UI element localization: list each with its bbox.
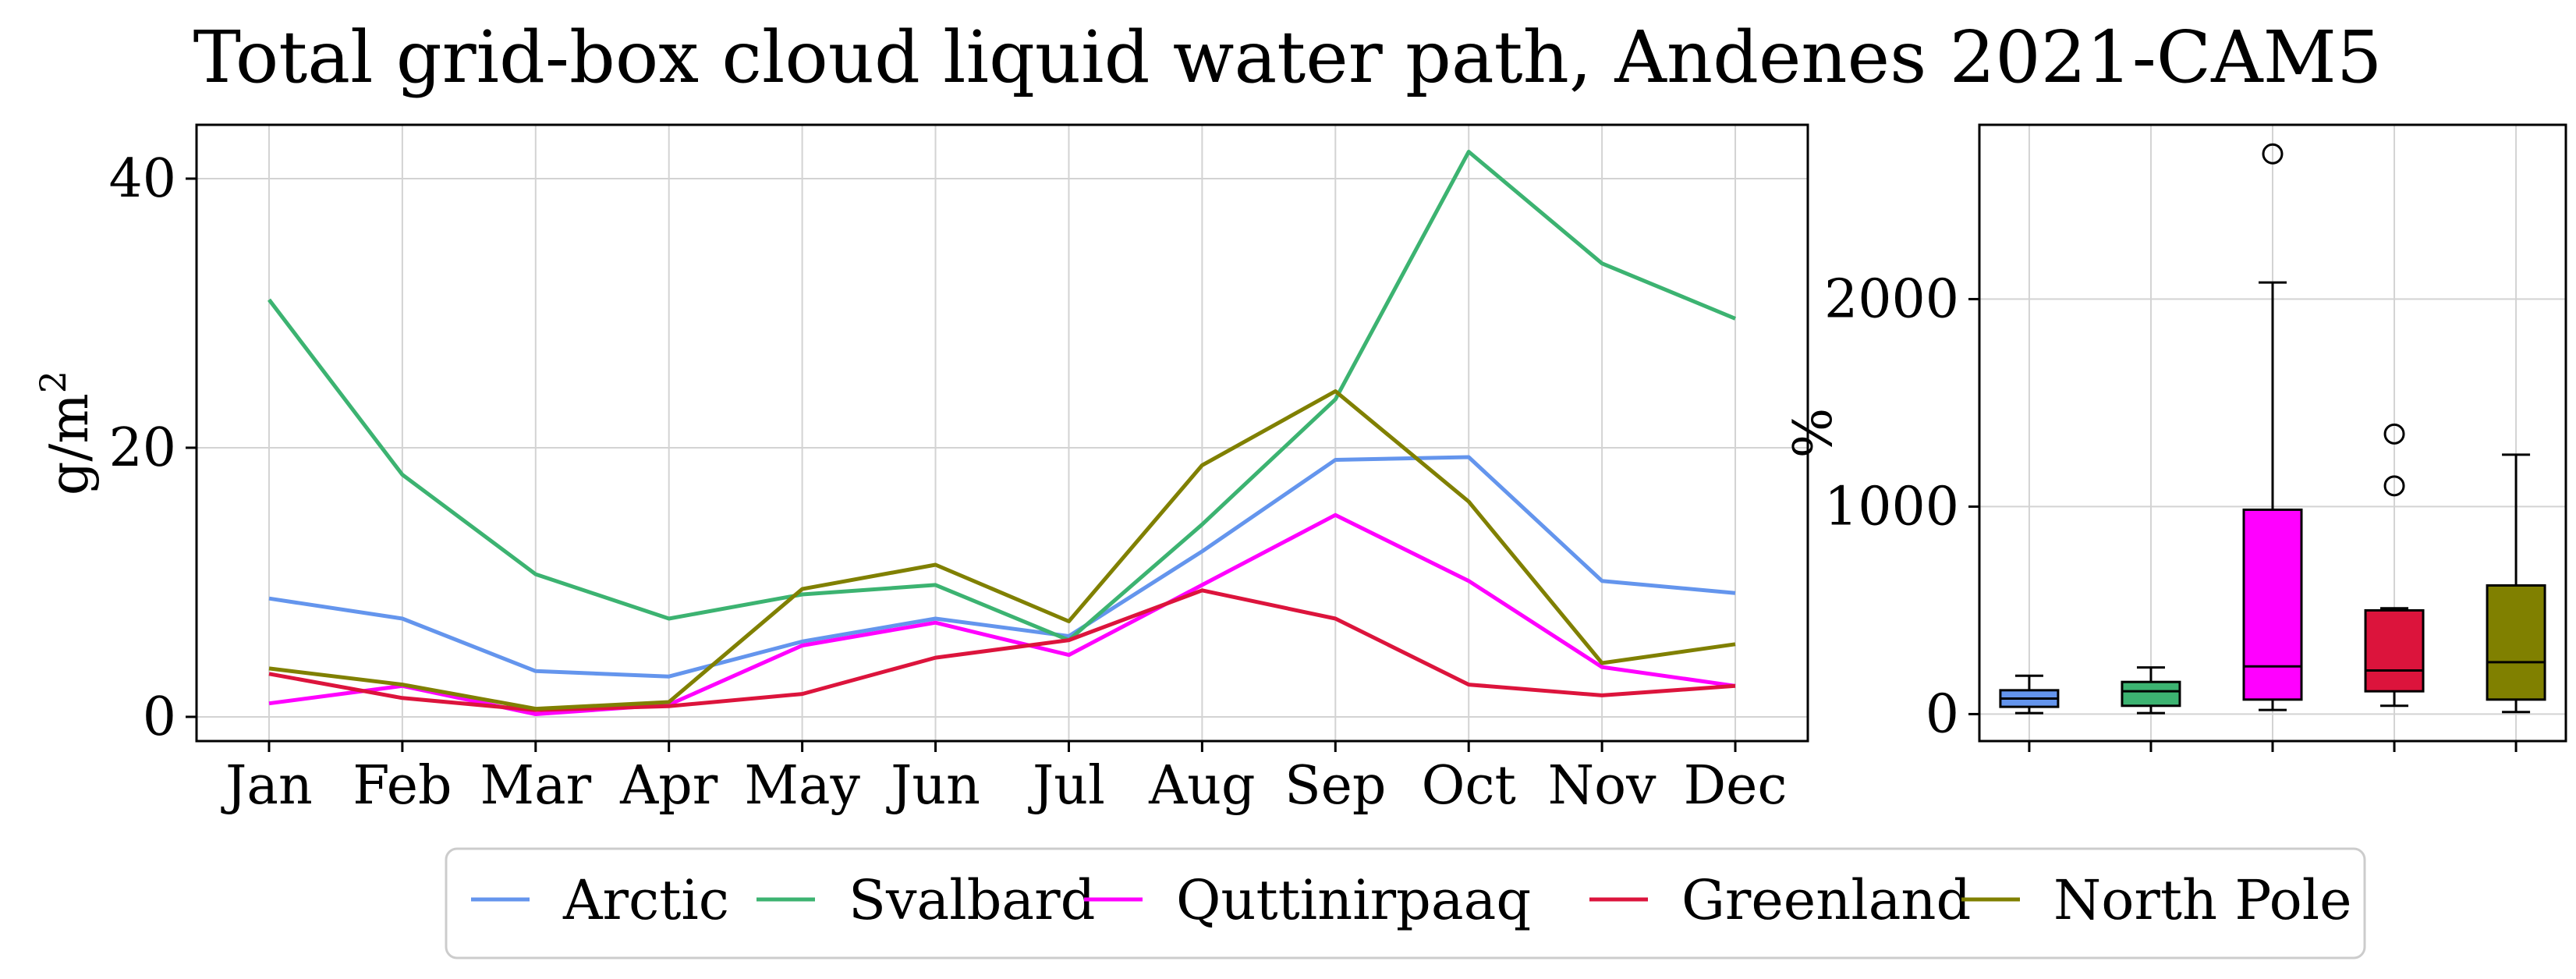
legend-entries: Arctic Svalbard Quttinirpaaq Greenland North… (471, 868, 2352, 932)
line-x-tick-label-dec: Dec (1684, 755, 1788, 817)
line-x-tick-label-nov: Nov (1548, 755, 1657, 817)
series-line-svalbard (268, 150, 1736, 643)
line-x-tick-label-jul: Jul (1028, 755, 1105, 817)
legend-item-arctic: Arctic (471, 868, 729, 932)
chart-title: Total grid-box cloud liquid water path, … (193, 16, 2383, 99)
box-body-north-pole (2486, 584, 2546, 701)
line-x-tick-label-mar: Mar (480, 755, 591, 817)
box-chart: 0 1000 2000 % (1783, 123, 2567, 752)
legend-item-north-pole: North Pole (1961, 868, 2352, 932)
line-x-tick-label-oct: Oct (1422, 755, 1516, 817)
line-series (268, 150, 1736, 716)
series-line-north-pole (268, 389, 1736, 711)
box-outlier-quttinirpaaq-1 (2262, 143, 2284, 165)
box-arctic (1999, 674, 2060, 715)
box-svalbard (2121, 666, 2181, 715)
box-north-pole (2486, 453, 2546, 714)
series-line-greenland (268, 588, 1736, 712)
box-quttinirpaaq (2242, 143, 2303, 711)
box-outlier-greenland-2 (2383, 423, 2405, 445)
line-x-tick-label-feb: Feb (353, 755, 452, 817)
legend-item-svalbard: Svalbard (757, 868, 1095, 932)
legend-frame (445, 847, 2366, 959)
box-y-tick-label-1000: 1000 (1824, 476, 1959, 537)
box-y-axis-label: % (1783, 408, 1844, 459)
line-x-tick-label-aug: Aug (1148, 755, 1255, 817)
box-axis-ticks: 0 1000 2000 (1824, 268, 2518, 752)
box-body-svalbard (2121, 680, 2181, 708)
legend-label-svalbard: Svalbard (849, 868, 1095, 932)
line-x-tick-label-jan: Jan (221, 755, 313, 817)
line-x-tick-label-jun: Jun (886, 755, 980, 817)
box-body-greenland (2364, 608, 2425, 693)
legend-item-greenland: Greenland (1589, 868, 1971, 932)
line-y-tick-label-40: 40 (108, 148, 176, 210)
box-body-quttinirpaaq (2242, 508, 2303, 701)
line-grid (197, 125, 1808, 741)
box-items (1999, 143, 2546, 715)
line-y-axis-label: g/m2 (32, 371, 101, 495)
legend-label-north-pole: North Pole (2053, 868, 2352, 932)
line-chart: Jan Feb Mar Apr May Jun Jul Aug Sep Oct Nov Dec 0 20 4… (32, 123, 1809, 817)
line-x-tick-label-apr: Apr (619, 755, 718, 817)
legend-label-greenland: Greenland (1681, 868, 1971, 932)
legend-item-quttinirpaaq: Quttinirpaaq (1084, 868, 1531, 932)
box-greenland (2364, 423, 2425, 708)
box-y-tick-label-2000: 2000 (1824, 268, 1959, 330)
box-y-tick-label-0: 0 (1926, 683, 1959, 745)
legend-label-arctic: Arctic (562, 868, 729, 932)
box-outlier-greenland-1 (2383, 475, 2405, 497)
line-y-tick-label-0: 0 (143, 686, 176, 748)
line-plot-frame (195, 123, 1809, 743)
line-x-tick-label-sep: Sep (1284, 755, 1386, 817)
line-y-tick-label-20: 20 (108, 417, 176, 479)
line-x-tick-label-may: May (744, 755, 860, 817)
legend: Arctic Svalbard Quttinirpaaq Greenland North… (445, 847, 2366, 959)
line-axis-ticks: Jan Feb Mar Apr May Jun Jul Aug Sep Oct Nov Dec 0 20 4… (108, 148, 1787, 817)
series-line-arctic (268, 455, 1736, 679)
legend-label-quttinirpaaq: Quttinirpaaq (1176, 868, 1531, 932)
